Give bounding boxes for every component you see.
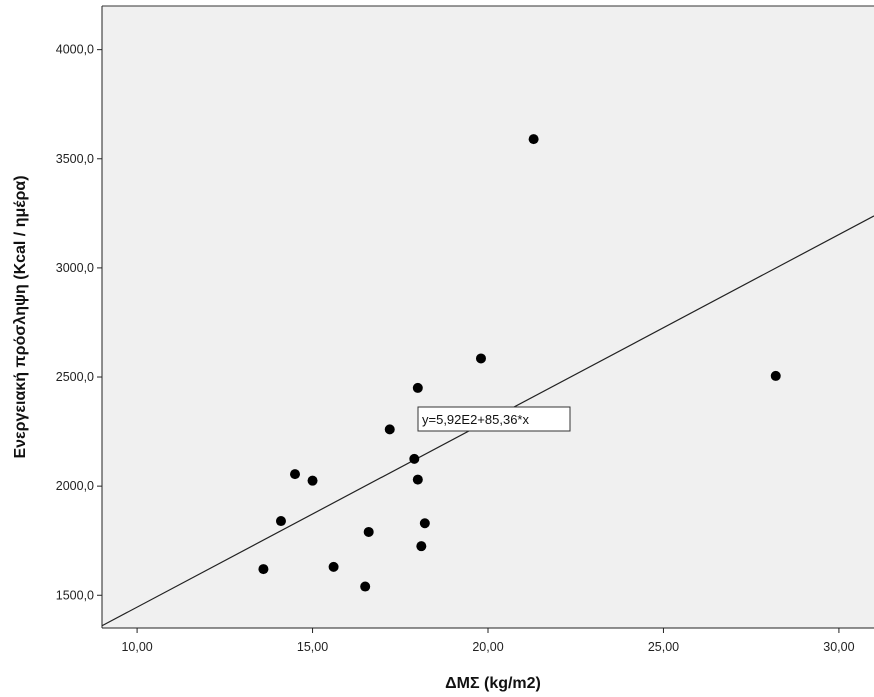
regression-equation-box — [417, 406, 571, 432]
data-point-14 — [475, 353, 486, 364]
data-point-8 — [384, 424, 395, 435]
y-tick-label-4: 3000,0 — [56, 261, 94, 275]
data-point-13 — [419, 518, 430, 529]
data-point-12 — [416, 541, 427, 552]
y-tick-label-2: 2000,0 — [56, 479, 94, 493]
data-point-16 — [770, 370, 781, 381]
data-point-2 — [275, 516, 286, 527]
data-point-1 — [258, 564, 269, 575]
plot-area — [102, 6, 874, 628]
y-tick-label-6: 4000,0 — [56, 43, 94, 57]
y-axis-title: Ενεργειακή πρόσληψη (Kcal / ημέρα) — [12, 175, 29, 458]
regression-equation-text: y=5,92E2+85,36*x — [422, 412, 529, 427]
x-tick-label-3: 20,00 — [472, 640, 503, 654]
x-tick-label-5: 30,00 — [823, 640, 854, 654]
y-tick-label-5: 3500,0 — [56, 152, 94, 166]
data-point-7 — [363, 526, 374, 537]
data-point-4 — [307, 475, 318, 486]
x-axis-title: ΔΜΣ (kg/m2) — [445, 675, 541, 692]
data-point-10 — [412, 474, 423, 485]
x-tick-label-4: 25,00 — [648, 640, 679, 654]
y-tick-label-3: 2500,0 — [56, 370, 94, 384]
data-point-6 — [360, 581, 371, 592]
y-tick-label-1: 1500,0 — [56, 588, 94, 602]
x-tick-label-1: 10,00 — [121, 640, 152, 654]
regression-equation-label: y=5,92E2+85,36*x — [417, 406, 571, 432]
data-point-15 — [528, 134, 539, 145]
data-point-5 — [328, 561, 339, 572]
data-point-9 — [409, 453, 420, 464]
data-point-3 — [290, 469, 300, 480]
data-point-11 — [412, 382, 423, 393]
x-tick-label-2: 15,00 — [297, 640, 328, 654]
